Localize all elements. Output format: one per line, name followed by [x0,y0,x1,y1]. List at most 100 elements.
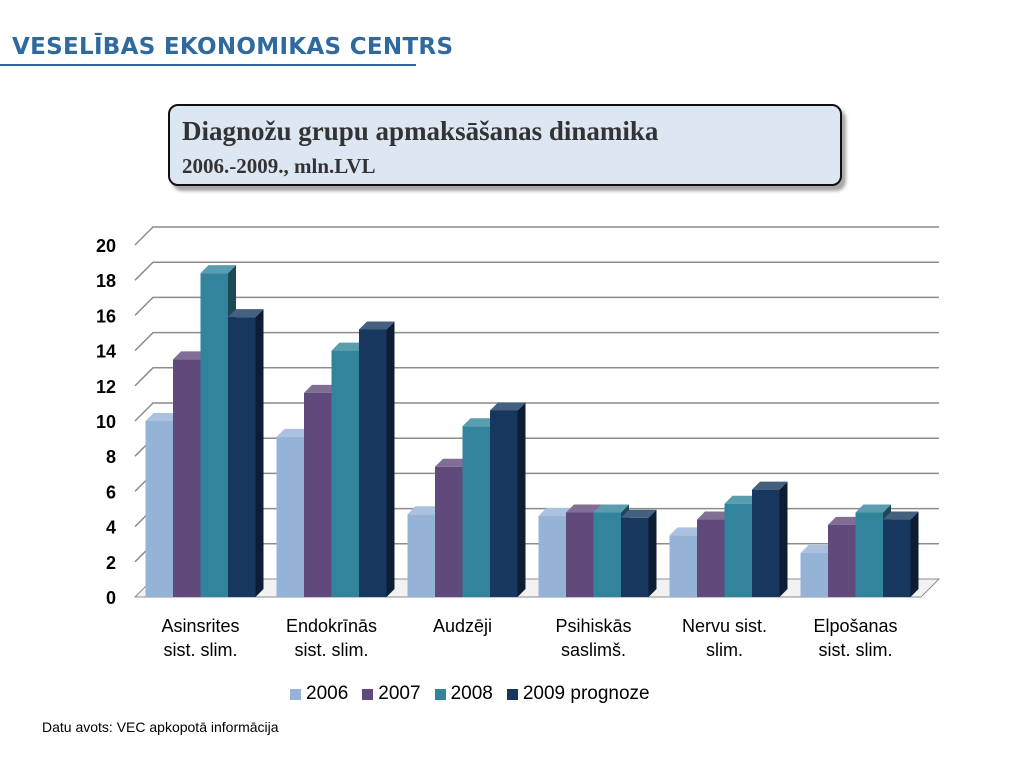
bar-side [517,402,526,597]
bar-top [724,495,760,504]
y-tick-label: 12 [96,377,116,397]
bar-front [304,392,332,597]
bar-top [490,402,526,411]
legend-label: 2009 prognoze [522,683,650,704]
y-tick-label: 20 [96,236,116,256]
bar-top [435,458,471,467]
y-tick-label: 18 [96,271,116,291]
legend-item-2007: 2007 [362,683,421,705]
logo-text: VESELĪBAS EKONOMIKAS CENTRS [12,34,454,60]
legend-swatch [290,688,301,700]
bar-top [407,506,443,515]
x-tick-label: Psihiskās [555,616,631,636]
bar-front [462,426,490,597]
legend-item-2008: 2008 [434,683,493,705]
bar-side [779,481,788,597]
legend-swatch [434,688,446,700]
bar-front [228,317,256,597]
bar-top [200,265,236,274]
bar-top [228,309,264,318]
bar-top [304,384,340,393]
bar-front [276,436,304,597]
bar-front [883,519,911,597]
bar [883,511,919,597]
gridline [134,296,939,316]
gridline [134,261,939,281]
y-tick-label: 0 [106,588,116,608]
bar-top [462,418,498,427]
bar-front [538,516,566,597]
bar-front [593,512,621,597]
chart-legend: 2006 2007 2008 2009 prognoze [290,682,664,706]
y-tick-label: 14 [96,342,116,362]
bar-top [883,511,919,520]
x-tick-label: Endokrīnās [286,616,377,636]
bar-top [697,511,733,520]
bar [752,481,788,597]
bar-top [566,504,602,513]
x-tick-label: Nervu sist. [682,616,767,636]
legend-swatch [506,688,518,700]
bar-front [621,517,649,597]
bar-top [359,321,395,330]
bar-top [145,413,181,421]
x-tick-label: saslimš. [561,640,626,660]
bar-front [855,512,883,597]
y-tick-label: 2 [106,553,116,573]
bar-top [276,428,312,437]
bar [621,509,657,597]
bar-front [800,553,828,597]
bar-front [724,503,752,597]
bar-front [566,512,594,597]
bar-front [697,519,725,597]
y-tick-label: 10 [96,412,116,432]
bar [490,402,526,597]
legend-item-2006: 2006 [290,683,348,705]
legend-label: 2007 [378,683,421,704]
bar-top [621,509,657,518]
legend-label: 2008 [450,683,493,704]
bar-top [800,545,836,553]
x-tick-label: sist. slim. [164,640,238,660]
chart-title: Diagnožu grupu apmaksāšanas dinamika [182,116,659,146]
bar [359,321,395,597]
gridline [134,226,939,246]
bar-front [359,329,387,597]
chart-subtitle: 2006.-2009., mln.LVL [182,154,376,178]
x-tick-label: Elpošanas [813,616,897,636]
bar-top [669,527,705,536]
bar-front [173,359,201,597]
bar-front [435,466,463,597]
y-tick-label: 6 [106,482,116,502]
x-tick-label: sist. slim. [295,640,369,660]
y-tick-label: 4 [106,518,116,538]
chart-title-box: Diagnožu grupu apmaksāšanas dinamika 200… [168,104,842,186]
bar [228,309,264,597]
bar-top [828,516,864,525]
x-tick-label: Audzēji [433,616,492,636]
x-tick-label: Asinsrites [161,616,239,636]
x-tick-label: sist. slim. [819,640,893,660]
gridline [134,331,939,352]
bar-side [910,511,919,597]
bar-front [669,535,697,597]
bar-front [407,514,435,597]
bar-front [331,350,359,597]
bar-top [752,481,788,490]
legend-item-2009-prognoze: 2009 prognoze [506,683,650,705]
gridline [134,402,939,422]
gridline [134,367,939,387]
bar-top [593,504,629,513]
legend-label: 2006 [306,683,349,704]
y-tick-label: 8 [106,447,116,467]
bar-front [490,410,518,597]
bar-front [752,489,780,597]
y-tick-label: 16 [96,306,116,326]
bar-top [538,508,574,517]
bar-side [255,309,264,597]
legend-swatch [362,688,374,700]
bar-top [855,504,891,513]
bar-top [173,351,209,360]
bar-top [331,342,367,351]
